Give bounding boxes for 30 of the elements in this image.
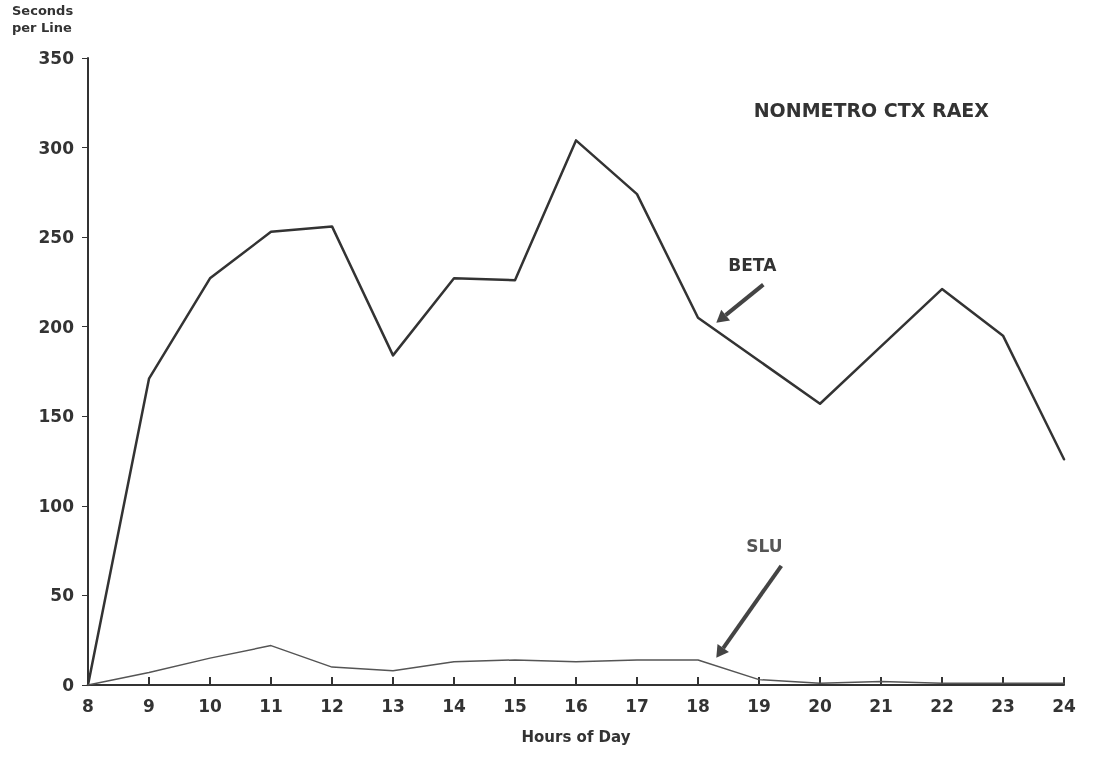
y-tick-label: 100 — [38, 495, 75, 516]
x-tick-label: 11 — [259, 695, 283, 716]
text: NONMETRO CTX RAEX — [753, 98, 990, 121]
y-tick-label: 350 — [38, 48, 75, 68]
x-tick-label: 9 — [143, 695, 155, 716]
x-axis-title: Hours of Day — [521, 727, 631, 746]
y-tick-label: 250 — [38, 227, 75, 248]
x-tick-label: 17 — [625, 695, 649, 716]
y-tick-label: 200 — [38, 316, 75, 337]
x-tick-label: 10 — [198, 695, 222, 716]
x-tick-label: 22 — [930, 695, 954, 716]
x-tick-label: 18 — [686, 695, 710, 716]
text: BETA — [728, 255, 778, 276]
y-tick-label: 0 — [62, 675, 75, 695]
x-tick-label: 15 — [503, 695, 527, 716]
x-tick-label: 12 — [320, 695, 344, 716]
x-tick-label: 23 — [991, 695, 1015, 716]
x-tick-label: 19 — [747, 695, 771, 716]
x-tick-label: 16 — [564, 695, 588, 716]
y-axis-title: Seconds per Line — [12, 3, 78, 35]
x-tick-label: 20 — [808, 695, 832, 716]
x-tick-label: 14 — [442, 695, 466, 716]
text: SLU — [746, 536, 783, 557]
y-tick-label: 50 — [50, 585, 75, 606]
y-tick-label: 150 — [38, 406, 75, 427]
x-tick-label: 21 — [869, 695, 893, 716]
x-tick-label: 24 — [1052, 695, 1076, 716]
x-tick-label: 8 — [82, 695, 94, 716]
x-tick-label: 13 — [381, 695, 405, 716]
y-tick-label: 300 — [38, 137, 75, 158]
